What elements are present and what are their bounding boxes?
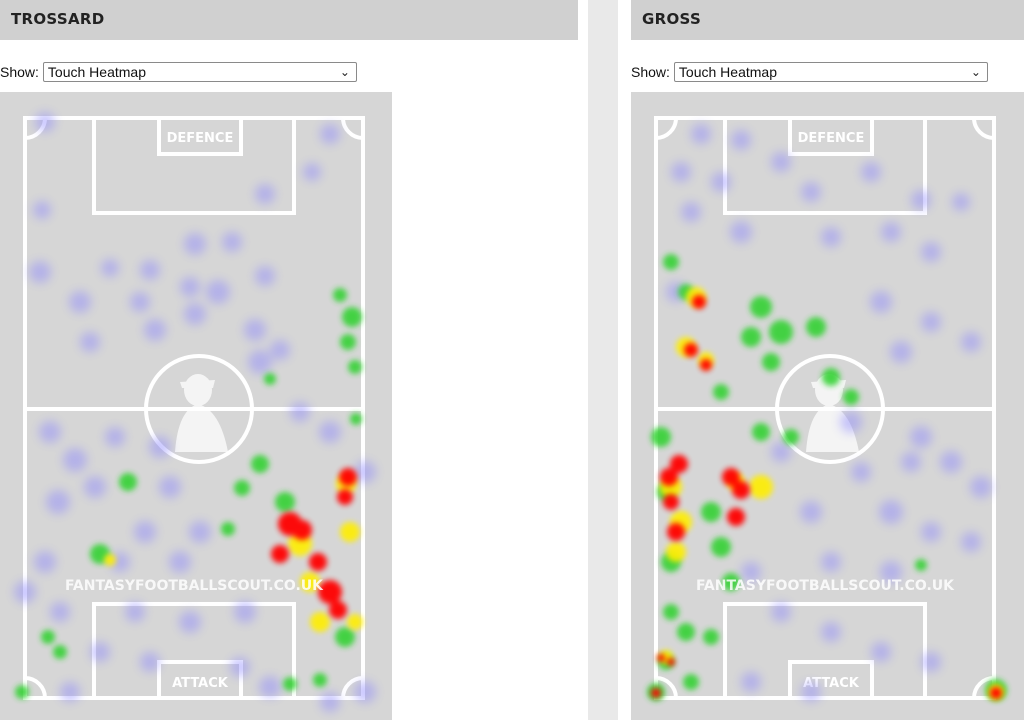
- panel-gutter: [588, 0, 618, 720]
- chevron-down-icon: ⌄: [970, 65, 981, 79]
- heat-mid-layer: [647, 254, 1007, 701]
- zone-label-defence: DEFENCE: [167, 131, 234, 146]
- view-select[interactable]: Touch Heatmap ⌄: [42, 62, 357, 82]
- player-panel-trossard: TROSSARD Show: Touch Heatmap ⌄: [0, 0, 578, 720]
- show-row: Show: Touch Heatmap ⌄: [631, 61, 988, 83]
- view-select-value: Touch Heatmap: [47, 64, 146, 80]
- heat-mid-layer: [15, 288, 362, 699]
- player-header: GROSS: [631, 0, 1024, 40]
- zone-label-defence: DEFENCE: [798, 131, 865, 146]
- heat-max-layer: [651, 295, 1002, 699]
- pitch-svg: DEFENCE ATTACK: [631, 92, 1024, 720]
- heat-low-layer: [14, 112, 376, 712]
- show-label: Show:: [0, 64, 39, 80]
- touch-heatmap: DEFENCE ATTACK: [631, 92, 1024, 720]
- pitch-svg: DEFENCE ATTACK: [0, 92, 392, 720]
- player-name: TROSSARD: [11, 10, 105, 28]
- view-select-value: Touch Heatmap: [678, 64, 777, 80]
- touch-heatmap: DEFENCE ATTACK: [0, 92, 392, 720]
- chevron-down-icon: ⌄: [339, 65, 350, 79]
- show-label: Show:: [631, 64, 670, 80]
- mascot-logo: [175, 374, 228, 452]
- view-select[interactable]: Touch Heatmap ⌄: [673, 62, 988, 82]
- heat-max-layer: [271, 468, 357, 619]
- show-row: Show: Touch Heatmap ⌄: [0, 61, 357, 83]
- player-header: TROSSARD: [0, 0, 578, 40]
- heat-low-layer: [666, 124, 992, 702]
- watermark: FANTASYFOOTBALLSCOUT.CO.UK: [65, 578, 324, 594]
- player-name: GROSS: [642, 10, 702, 28]
- watermark: FANTASYFOOTBALLSCOUT.CO.UK: [696, 578, 955, 594]
- player-panel-gross: GROSS Show: Touch Heatmap ⌄: [631, 0, 1024, 720]
- zone-label-attack: ATTACK: [172, 676, 229, 691]
